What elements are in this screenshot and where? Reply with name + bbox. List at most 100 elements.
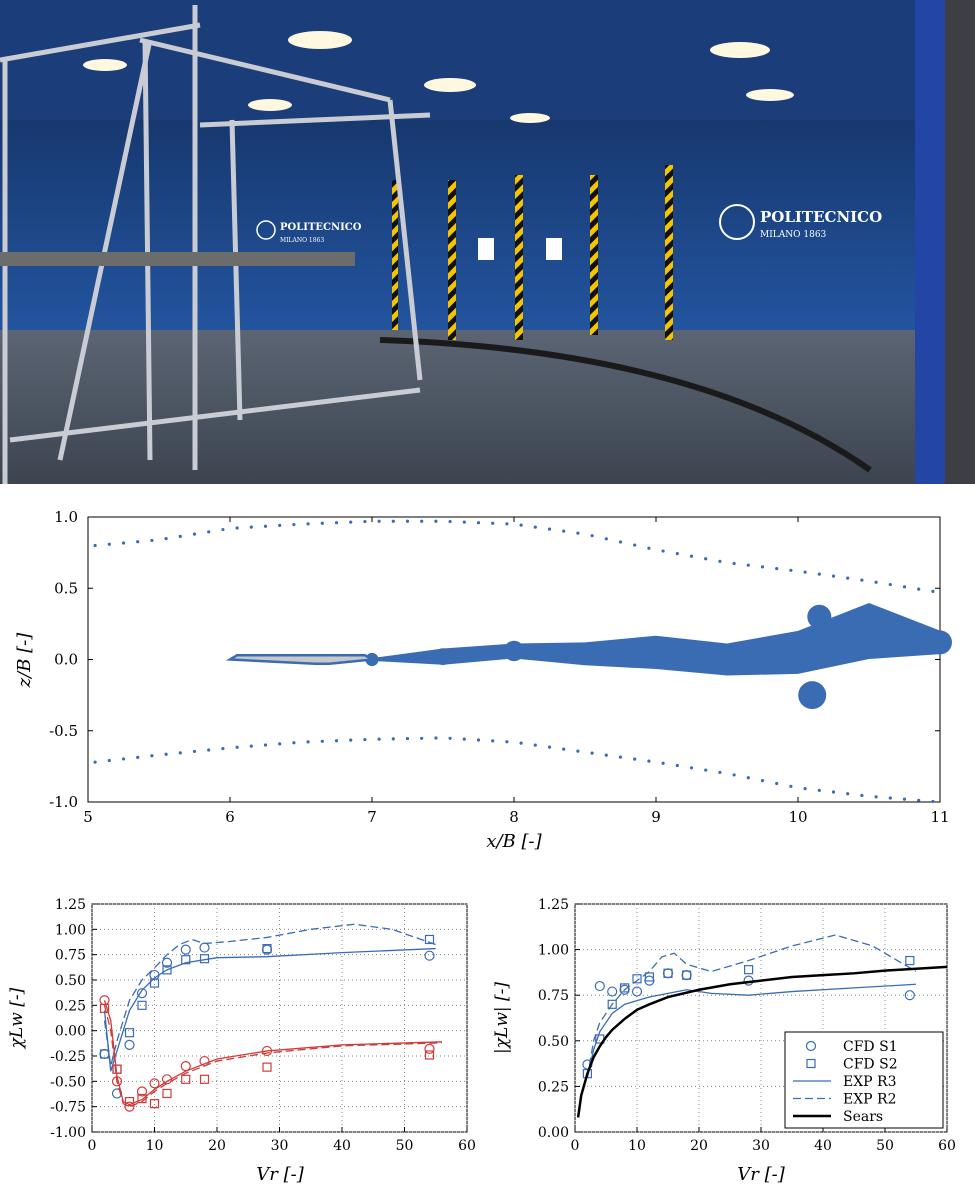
upper-probe-point — [306, 522, 310, 526]
y-axis-label: |χLw| [-] — [492, 982, 512, 1054]
upper-probe-point — [292, 522, 296, 527]
upper-probe-point — [604, 537, 608, 541]
marker-square — [262, 1062, 272, 1072]
lower-probe-point — [888, 796, 892, 800]
upper-probe-point — [775, 566, 779, 571]
x-axis-label: Vr [-] — [737, 1164, 785, 1185]
marker-square — [137, 1000, 147, 1010]
upper-probe-point — [902, 585, 907, 589]
upper-probe-point — [590, 534, 594, 538]
marker-circle — [136, 1086, 148, 1097]
upper-probe-point — [519, 523, 523, 527]
lower-probe-point — [420, 736, 424, 740]
marker-square — [124, 1097, 135, 1107]
upper-probe-point — [533, 525, 537, 529]
y-tick-label: 0.25 — [538, 1079, 569, 1095]
marker-circle — [180, 944, 191, 955]
lower-probe-point — [221, 746, 225, 751]
upper-probe-point — [860, 578, 864, 582]
series-line — [586, 934, 917, 1078]
side-column — [915, 0, 945, 484]
lower-probe-point — [349, 738, 353, 742]
admittance-chart-right: 0 10 20 30 40 50 60 1.25 1.00 0.75 0.50 0.25 0.00 CF… — [492, 897, 956, 1185]
lower-probe-point — [434, 736, 438, 740]
wake-vortex-blob — [798, 681, 827, 710]
svg-text:POLITECNICO: POLITECNICO — [760, 208, 882, 226]
upper-probe-point — [320, 521, 324, 525]
x-tick-label: 7 — [367, 808, 377, 826]
side-panel — [945, 0, 975, 484]
x-tick-label: 30 — [271, 1138, 289, 1154]
x-tick-label: 50 — [396, 1138, 414, 1154]
wake-vortex-blob — [928, 630, 952, 655]
x-tick-label: 10 — [146, 1138, 164, 1154]
upper-probe-point — [817, 572, 821, 576]
upper-probe-point — [420, 519, 424, 523]
marker-square — [607, 999, 617, 1009]
deck-section — [225, 653, 376, 666]
admittance-chart-left: 0 10 20 30 40 50 60 1.25 1.00 0.75 0.50 0.25 0.00 -0.… — [7, 897, 476, 1185]
y-axis-label: z/B [-] — [14, 632, 35, 689]
lower-probe-point — [136, 755, 140, 759]
upper-probe-point — [846, 576, 850, 580]
x-tick-label: 60 — [458, 1138, 476, 1154]
lower-probe-point — [278, 742, 282, 746]
upper-probe-point — [576, 531, 580, 535]
upper-probe-point — [803, 570, 807, 574]
upper-probe-point — [391, 519, 395, 523]
upper-probe-point — [235, 526, 239, 530]
y-tick-label: 1.25 — [538, 897, 569, 913]
wake-vortex-blob — [503, 640, 525, 662]
upper-probe-point — [377, 519, 381, 523]
series-line — [576, 965, 948, 1118]
wake-axes: 5 6 7 8 9 10 11 1.0 0.5 0.0 -0.5 -1.0 — [49, 508, 949, 826]
y-tick-label: -0.25 — [50, 1049, 86, 1065]
upper-probe-point — [505, 522, 509, 526]
upper-probe-point — [249, 525, 253, 529]
upper-probe-point — [917, 587, 921, 591]
series-marks — [576, 934, 948, 1118]
upper-probe-point — [888, 582, 892, 587]
lower-probe-point — [576, 749, 580, 753]
x-tick-label: 8 — [509, 808, 519, 826]
marker-square — [663, 968, 673, 978]
x-tick-label: 40 — [814, 1138, 832, 1154]
grid — [91, 903, 468, 1133]
series-line — [103, 1005, 443, 1108]
marker-square — [181, 1074, 191, 1084]
upper-probe-point — [789, 568, 793, 572]
x-tick-label: 20 — [690, 1138, 708, 1154]
bridge-deck-model — [0, 252, 355, 266]
upper-probe-point — [192, 532, 197, 536]
lower-probe-point — [704, 768, 708, 772]
x-tick-label: 9 — [651, 808, 661, 826]
lower-probe-point — [789, 784, 793, 788]
upper-probe-point — [562, 529, 566, 533]
upper-probe-point — [718, 559, 722, 563]
svg-text:MILANO 1863: MILANO 1863 — [760, 230, 827, 240]
hazard-stripes — [392, 165, 673, 340]
y-tick-label: 0.50 — [538, 1034, 569, 1050]
y-tick-label: -1.00 — [50, 1125, 86, 1141]
y-tick-label: -0.50 — [50, 1074, 86, 1090]
lower-probe-point — [306, 740, 310, 744]
lower-probe-point — [618, 755, 623, 759]
lower-probe-point — [689, 766, 694, 770]
lower-probe-point — [604, 753, 608, 757]
legend-marker-square — [806, 1058, 816, 1069]
marker-square — [905, 955, 915, 966]
lower-probe-point — [334, 739, 339, 743]
wake-chart: 5 6 7 8 9 10 11 1.0 0.5 0.0 -0.5 -1.0 x/B [-] z/B [… — [14, 508, 952, 852]
lower-probe-point — [320, 739, 324, 743]
x-tick-label: 0 — [571, 1138, 580, 1154]
upper-probe-point — [689, 554, 694, 558]
marker-square — [99, 1003, 110, 1013]
series-line — [103, 947, 436, 1072]
upper-probe-point — [633, 543, 637, 547]
lower-probe-point — [874, 795, 878, 799]
lower-probe-point — [633, 757, 637, 761]
legend-box — [784, 1031, 944, 1129]
legend-label: Sears — [843, 1109, 883, 1125]
marker-square — [424, 1050, 435, 1060]
